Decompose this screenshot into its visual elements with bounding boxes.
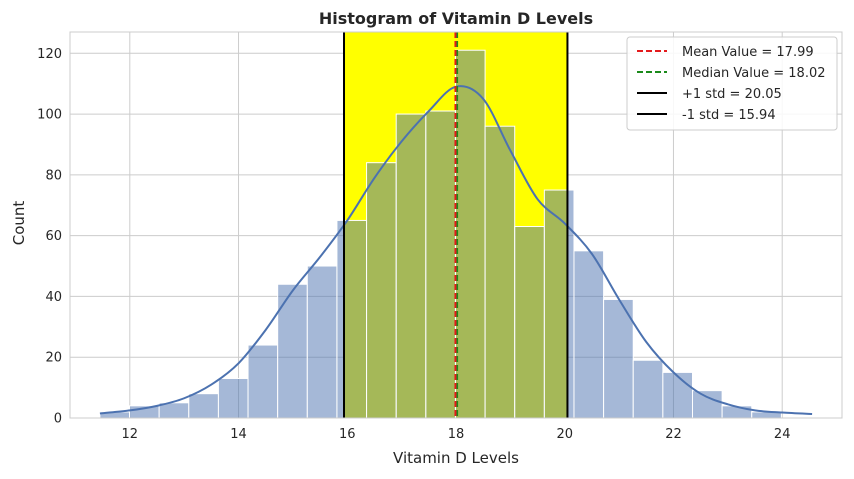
y-tick-label: 60 <box>45 229 62 244</box>
histogram-bar <box>247 344 279 419</box>
y-axis-label: Count <box>10 201 28 246</box>
x-axis-label: Vitamin D Levels <box>393 449 519 467</box>
histogram-bar <box>188 393 219 419</box>
x-tick-label: 24 <box>774 427 791 442</box>
y-tick-label: 100 <box>37 108 62 123</box>
x-tick-label: 14 <box>230 427 247 442</box>
y-tick-label: 120 <box>37 47 62 62</box>
legend-box <box>626 36 838 131</box>
histogram-bar <box>691 390 723 419</box>
histogram-bar <box>336 219 368 419</box>
legend: Mean Value = 17.99 Median Value = 18.02 +1… <box>626 36 838 131</box>
x-tick-label: 18 <box>448 427 465 442</box>
legend-entry: Mean Value = 17.99 <box>682 45 814 60</box>
x-tick-label: 12 <box>122 427 139 442</box>
plot-frame <box>69 31 843 419</box>
histogram-bar <box>543 189 575 419</box>
histogram-bar <box>632 359 664 419</box>
histogram-bar <box>573 250 605 419</box>
histogram-bar <box>425 110 456 419</box>
histogram-bar <box>454 49 486 419</box>
histogram-bar <box>306 265 338 419</box>
chart-title: Histogram of Vitamin D Levels <box>319 9 593 28</box>
y-tick-label: 40 <box>45 290 62 305</box>
x-tick-label: 22 <box>665 427 682 442</box>
histogram-bar <box>603 298 634 419</box>
legend-entry: +1 std = 20.05 <box>682 87 782 102</box>
y-tick-label: 0 <box>54 412 62 427</box>
histogram-bar <box>662 371 693 419</box>
x-tick-label: 20 <box>556 427 573 442</box>
histogram-bar <box>217 377 249 419</box>
y-tick-label: 80 <box>45 168 62 183</box>
histogram-bar <box>395 113 427 419</box>
histogram-bar <box>484 125 516 419</box>
histogram-bar <box>366 162 397 419</box>
y-tick-label: 20 <box>45 351 62 366</box>
histogram-bar <box>514 226 545 419</box>
legend-entry: Median Value = 18.02 <box>682 66 826 81</box>
legend-entry: -1 std = 15.94 <box>682 108 776 123</box>
x-tick-label: 16 <box>339 427 356 442</box>
